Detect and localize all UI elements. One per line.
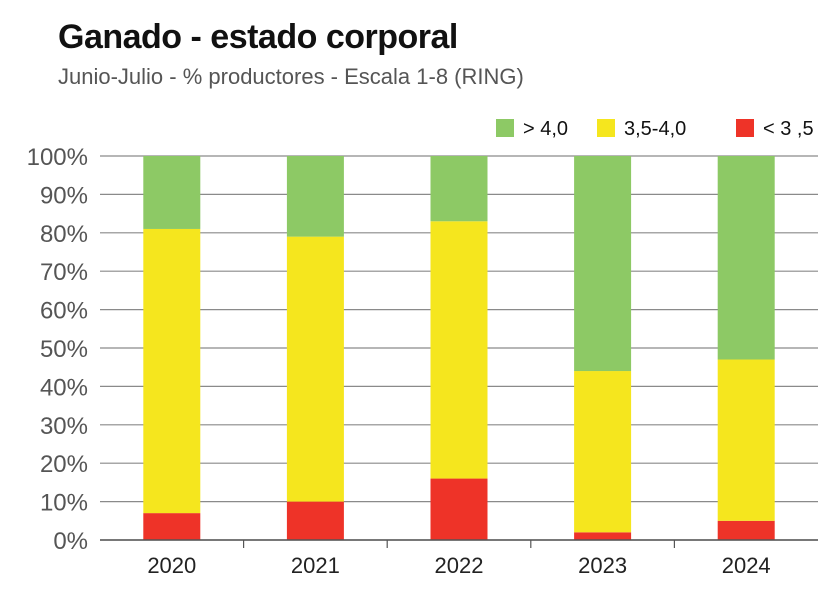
bars — [143, 156, 775, 540]
bar-segment — [286, 236, 344, 502]
y-tick-label: 80% — [40, 221, 88, 248]
y-tick-label: 10% — [40, 490, 88, 517]
y-tick-label: 40% — [40, 374, 88, 401]
bar-segment — [574, 532, 632, 540]
legend-label: 3,5-4,0 — [624, 118, 686, 140]
bar-segment — [717, 359, 775, 521]
y-tick-label: 60% — [40, 298, 88, 325]
y-tick-label: 90% — [40, 182, 88, 209]
legend: > 4,0 3,5-4,0 < 3 ,5 — [496, 118, 814, 140]
bar-segment — [143, 228, 201, 514]
x-tick-label: 2023 — [578, 553, 627, 578]
bar-segment — [574, 156, 632, 372]
x-tick-label: 2021 — [291, 553, 340, 578]
x-tick-label: 2024 — [722, 553, 771, 578]
y-tick-label: 70% — [40, 259, 88, 286]
x-tick-label: 2020 — [147, 553, 196, 578]
bar-segment — [430, 156, 488, 222]
bar-segment — [286, 156, 344, 237]
bar-segment — [717, 520, 775, 540]
x-tick-label: 2022 — [435, 553, 484, 578]
legend-label: > 4,0 — [523, 118, 568, 140]
y-tick-label: 30% — [40, 413, 88, 440]
legend-label: < 3 ,5 — [763, 118, 814, 140]
chart-subtitle: Junio-Julio - % productores - Escala 1-8… — [58, 64, 524, 89]
bar-segment — [143, 156, 201, 229]
bar-segment — [574, 371, 632, 533]
legend-swatch — [736, 119, 754, 137]
y-tick-label: 20% — [40, 451, 88, 478]
chart-title: Ganado - estado corporal — [58, 18, 458, 56]
bar-segment — [286, 501, 344, 540]
bar-segment — [143, 513, 201, 540]
bar-segment — [430, 221, 488, 479]
y-tick-label: 100% — [27, 144, 88, 171]
axes: 0% 10% 20% 30% 40% 50% 60% 70% 80% 90% 100% 2020 202… — [27, 144, 818, 578]
legend-swatch — [597, 119, 615, 137]
y-tick-label: 0% — [53, 528, 88, 555]
bar-segment — [430, 478, 488, 540]
y-tick-label: 50% — [40, 336, 88, 363]
legend-swatch — [496, 119, 514, 137]
bar-segment — [717, 156, 775, 360]
